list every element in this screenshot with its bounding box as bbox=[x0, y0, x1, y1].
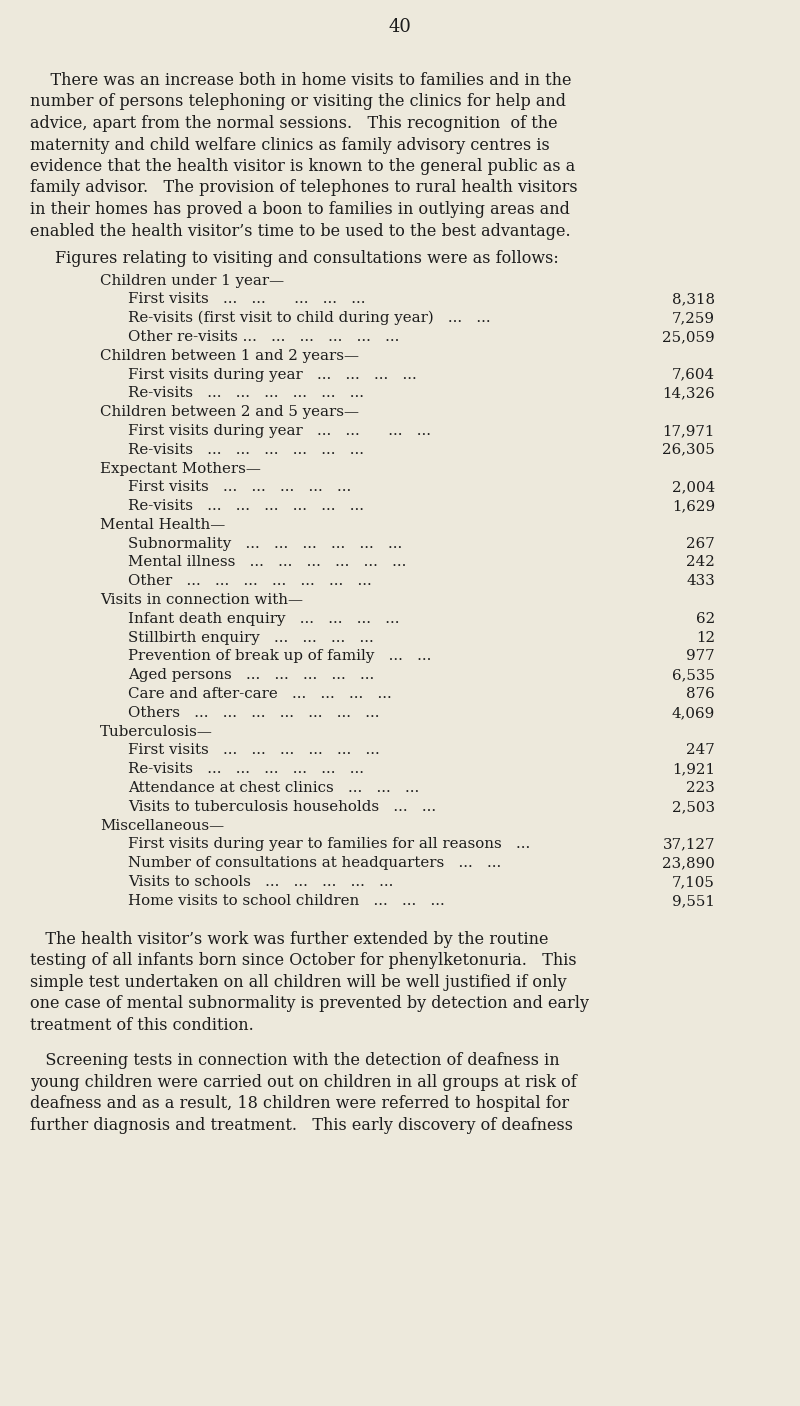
Text: 62: 62 bbox=[696, 612, 715, 626]
Text: 2,004: 2,004 bbox=[672, 481, 715, 495]
Text: Miscellaneous—: Miscellaneous— bbox=[100, 818, 224, 832]
Text: Re-visits   ...   ...   ...   ...   ...   ...: Re-visits ... ... ... ... ... ... bbox=[128, 443, 364, 457]
Text: young children were carried out on children in all groups at risk of: young children were carried out on child… bbox=[30, 1074, 577, 1091]
Text: Subnormality   ...   ...   ...   ...   ...   ...: Subnormality ... ... ... ... ... ... bbox=[128, 537, 402, 551]
Text: 876: 876 bbox=[686, 688, 715, 702]
Text: number of persons telephoning or visiting the clinics for help and: number of persons telephoning or visitin… bbox=[30, 94, 566, 111]
Text: First visits during year   ...   ...   ...   ...: First visits during year ... ... ... ... bbox=[128, 367, 417, 381]
Text: 2,503: 2,503 bbox=[672, 800, 715, 814]
Text: Visits to tuberculosis households   ...   ...: Visits to tuberculosis households ... ..… bbox=[128, 800, 436, 814]
Text: Attendance at chest clinics   ...   ...   ...: Attendance at chest clinics ... ... ... bbox=[128, 782, 419, 796]
Text: 17,971: 17,971 bbox=[662, 423, 715, 437]
Text: family advisor.   The provision of telephones to rural health visitors: family advisor. The provision of telepho… bbox=[30, 180, 578, 197]
Text: First visits   ...   ...      ...   ...   ...: First visits ... ... ... ... ... bbox=[128, 292, 366, 307]
Text: 26,305: 26,305 bbox=[662, 443, 715, 457]
Text: Re-visits   ...   ...   ...   ...   ...   ...: Re-visits ... ... ... ... ... ... bbox=[128, 499, 364, 513]
Text: 7,259: 7,259 bbox=[672, 311, 715, 325]
Text: Visits to schools   ...   ...   ...   ...   ...: Visits to schools ... ... ... ... ... bbox=[128, 875, 394, 889]
Text: 4,069: 4,069 bbox=[672, 706, 715, 720]
Text: 40: 40 bbox=[389, 18, 411, 37]
Text: 14,326: 14,326 bbox=[662, 387, 715, 401]
Text: Others   ...   ...   ...   ...   ...   ...   ...: Others ... ... ... ... ... ... ... bbox=[128, 706, 379, 720]
Text: treatment of this condition.: treatment of this condition. bbox=[30, 1017, 254, 1033]
Text: further diagnosis and treatment.   This early discovery of deafness: further diagnosis and treatment. This ea… bbox=[30, 1116, 573, 1133]
Text: 242: 242 bbox=[686, 555, 715, 569]
Text: enabled the health visitor’s time to be used to the best advantage.: enabled the health visitor’s time to be … bbox=[30, 222, 570, 239]
Text: Children between 2 and 5 years—: Children between 2 and 5 years— bbox=[100, 405, 359, 419]
Text: The health visitor’s work was further extended by the routine: The health visitor’s work was further ex… bbox=[30, 931, 549, 948]
Text: deafness and as a result, 18 children were referred to hospital for: deafness and as a result, 18 children we… bbox=[30, 1095, 569, 1112]
Text: Figures relating to visiting and consultations were as follows:: Figures relating to visiting and consult… bbox=[55, 250, 558, 267]
Text: Screening tests in connection with the detection of deafness in: Screening tests in connection with the d… bbox=[30, 1052, 560, 1069]
Text: Home visits to school children   ...   ...   ...: Home visits to school children ... ... .… bbox=[128, 894, 445, 908]
Text: 1,921: 1,921 bbox=[672, 762, 715, 776]
Text: Stillbirth enquiry   ...   ...   ...   ...: Stillbirth enquiry ... ... ... ... bbox=[128, 631, 374, 645]
Text: advice, apart from the normal sessions.   This recognition  of the: advice, apart from the normal sessions. … bbox=[30, 115, 558, 132]
Text: 223: 223 bbox=[686, 782, 715, 796]
Text: First visits during year   ...   ...      ...   ...: First visits during year ... ... ... ... bbox=[128, 423, 431, 437]
Text: Children under 1 year—: Children under 1 year— bbox=[100, 274, 284, 287]
Text: in their homes has proved a boon to families in outlying areas and: in their homes has proved a boon to fami… bbox=[30, 201, 570, 218]
Text: Mental Health—: Mental Health— bbox=[100, 517, 226, 531]
Text: Other re-visits ...   ...   ...   ...   ...   ...: Other re-visits ... ... ... ... ... ... bbox=[128, 330, 399, 344]
Text: 247: 247 bbox=[686, 744, 715, 758]
Text: Care and after-care   ...   ...   ...   ...: Care and after-care ... ... ... ... bbox=[128, 688, 392, 702]
Text: Children between 1 and 2 years—: Children between 1 and 2 years— bbox=[100, 349, 359, 363]
Text: There was an increase both in home visits to families and in the: There was an increase both in home visit… bbox=[30, 72, 571, 89]
Text: 7,105: 7,105 bbox=[672, 875, 715, 889]
Text: Other   ...   ...   ...   ...   ...   ...   ...: Other ... ... ... ... ... ... ... bbox=[128, 574, 372, 588]
Text: Re-visits (first visit to child during year)   ...   ...: Re-visits (first visit to child during y… bbox=[128, 311, 490, 326]
Text: 25,059: 25,059 bbox=[662, 330, 715, 344]
Text: Tuberculosis—: Tuberculosis— bbox=[100, 724, 213, 738]
Text: testing of all infants born since October for phenylketonuria.   This: testing of all infants born since Octobe… bbox=[30, 952, 577, 969]
Text: 1,629: 1,629 bbox=[672, 499, 715, 513]
Text: 37,127: 37,127 bbox=[662, 838, 715, 852]
Text: Re-visits   ...   ...   ...   ...   ...   ...: Re-visits ... ... ... ... ... ... bbox=[128, 387, 364, 401]
Text: Prevention of break up of family   ...   ...: Prevention of break up of family ... ... bbox=[128, 650, 431, 664]
Text: 23,890: 23,890 bbox=[662, 856, 715, 870]
Text: Re-visits   ...   ...   ...   ...   ...   ...: Re-visits ... ... ... ... ... ... bbox=[128, 762, 364, 776]
Text: First visits   ...   ...   ...   ...   ...: First visits ... ... ... ... ... bbox=[128, 481, 351, 495]
Text: 977: 977 bbox=[686, 650, 715, 664]
Text: simple test undertaken on all children will be well justified if only: simple test undertaken on all children w… bbox=[30, 974, 566, 991]
Text: 6,535: 6,535 bbox=[672, 668, 715, 682]
Text: 7,604: 7,604 bbox=[672, 367, 715, 381]
Text: evidence that the health visitor is known to the general public as a: evidence that the health visitor is know… bbox=[30, 157, 575, 174]
Text: First visits during year to families for all reasons   ...: First visits during year to families for… bbox=[128, 838, 530, 852]
Text: First visits   ...   ...   ...   ...   ...   ...: First visits ... ... ... ... ... ... bbox=[128, 744, 380, 758]
Text: Mental illness   ...   ...   ...   ...   ...   ...: Mental illness ... ... ... ... ... ... bbox=[128, 555, 406, 569]
Text: 267: 267 bbox=[686, 537, 715, 551]
Text: Expectant Mothers—: Expectant Mothers— bbox=[100, 461, 261, 475]
Text: maternity and child welfare clinics as family advisory centres is: maternity and child welfare clinics as f… bbox=[30, 136, 550, 153]
Text: 12: 12 bbox=[696, 631, 715, 645]
Text: 9,551: 9,551 bbox=[672, 894, 715, 908]
Text: 8,318: 8,318 bbox=[672, 292, 715, 307]
Text: Number of consultations at headquarters   ...   ...: Number of consultations at headquarters … bbox=[128, 856, 502, 870]
Text: one case of mental subnormality is prevented by detection and early: one case of mental subnormality is preve… bbox=[30, 995, 589, 1012]
Text: 433: 433 bbox=[686, 574, 715, 588]
Text: Infant death enquiry   ...   ...   ...   ...: Infant death enquiry ... ... ... ... bbox=[128, 612, 399, 626]
Text: Visits in connection with—: Visits in connection with— bbox=[100, 593, 303, 607]
Text: Aged persons   ...   ...   ...   ...   ...: Aged persons ... ... ... ... ... bbox=[128, 668, 374, 682]
